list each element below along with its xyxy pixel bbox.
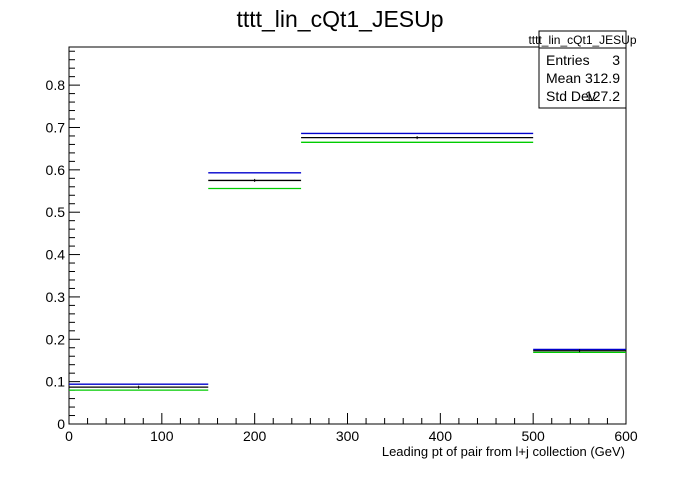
x-axis-ticks: 0 100 200 300 400 500 600 <box>65 413 638 444</box>
stats-box-frame <box>538 30 627 109</box>
y-tick-label: 0.1 <box>46 374 66 390</box>
y-tick-label: 0.6 <box>46 162 66 178</box>
stats-box-title: tttt_lin_cQt1_JESUp <box>528 33 636 47</box>
x-tick-label: 0 <box>65 428 73 444</box>
chart-title: tttt_lin_cQt1_JESUp <box>236 6 443 32</box>
x-tick-label: 200 <box>243 428 267 444</box>
x-tick-label: 400 <box>429 428 453 444</box>
y-axis-ticks: 0 0.1 0.2 0.3 0.4 0.5 0.6 0.7 0.8 <box>46 50 80 432</box>
stats-stddev-value: 127.2 <box>585 88 620 104</box>
x-axis-label: Leading pt of pair from l+j collection (… <box>382 444 625 459</box>
y-tick-label: 0.5 <box>46 204 66 220</box>
stats-mean-value: 312.9 <box>585 70 620 86</box>
y-tick-label: 0.3 <box>46 289 66 305</box>
y-tick-label: 0.8 <box>46 77 66 93</box>
stats-entries-label: Entries <box>546 52 590 68</box>
x-tick-label: 300 <box>336 428 360 444</box>
stats-box: tttt_lin_cQt1_JESUp Entries 3 Mean 312.9… <box>528 30 637 109</box>
x-tick-label: 500 <box>521 428 545 444</box>
stats-mean-label: Mean <box>546 70 581 86</box>
stats-entries-value: 3 <box>612 52 620 68</box>
histogram-series <box>69 132 626 391</box>
y-tick-label: 0.4 <box>46 247 66 263</box>
y-tick-label: 0 <box>57 416 65 432</box>
stats-stddev-label: Std Dev <box>546 88 596 104</box>
y-tick-label: 0.2 <box>46 331 66 347</box>
x-tick-label: 600 <box>614 428 638 444</box>
y-tick-label: 0.7 <box>46 119 66 135</box>
x-tick-label: 100 <box>150 428 174 444</box>
